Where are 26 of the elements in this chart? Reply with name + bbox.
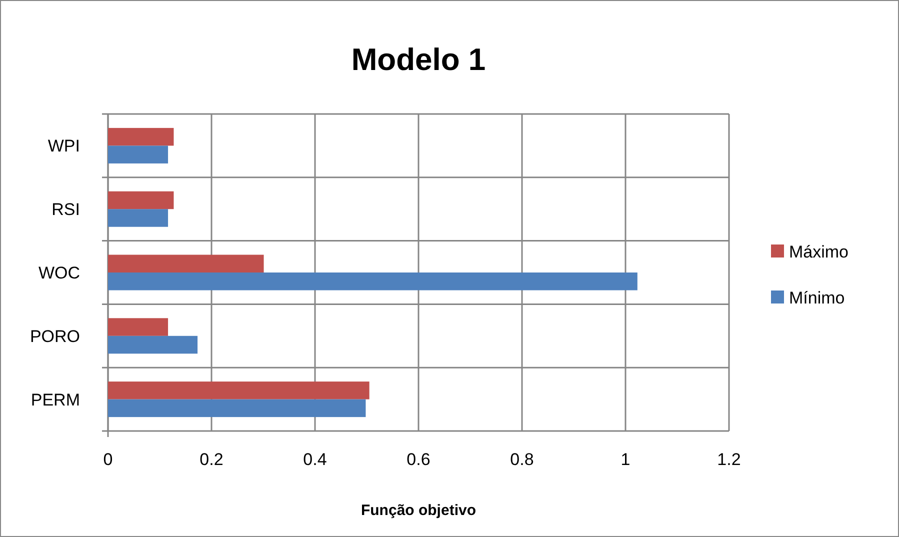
legend-label: Máximo	[789, 242, 849, 262]
bar	[108, 399, 366, 418]
y-tick-label: WOC	[38, 264, 80, 282]
y-tick-label: PORO	[30, 326, 80, 346]
y-tick-label: RSI	[52, 200, 80, 220]
chart-title: Modelo 1	[351, 42, 486, 77]
x-tick-label: 0.6	[406, 450, 430, 469]
x-tick-label: 0.8	[510, 450, 534, 469]
bar	[108, 336, 198, 354]
y-tick-label: PERM	[30, 390, 80, 410]
bar	[108, 209, 168, 227]
x-tick-label: 0	[103, 450, 113, 469]
bar	[108, 128, 174, 146]
legend-label: Mínimo	[789, 288, 845, 308]
bar	[108, 191, 174, 210]
x-tick-label: 1	[620, 450, 630, 469]
x-tick-label: 1.2	[717, 450, 741, 469]
x-axis-title: Função objetivo	[360, 502, 476, 519]
x-tick-label: 0.4	[303, 450, 327, 469]
bar	[108, 254, 264, 272]
bar	[108, 272, 638, 290]
bar	[108, 318, 168, 336]
x-tick-label: 0.2	[200, 450, 224, 469]
bar	[108, 382, 370, 400]
bar	[108, 146, 168, 164]
y-tick-label: WPI	[48, 136, 80, 156]
